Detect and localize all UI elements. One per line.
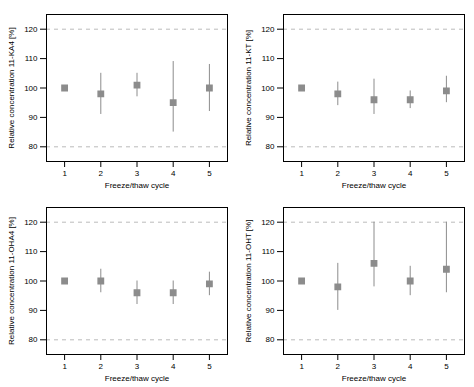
svg-text:80: 80 xyxy=(266,335,275,344)
svg-text:5: 5 xyxy=(444,169,449,178)
svg-text:4: 4 xyxy=(171,362,176,371)
svg-text:2: 2 xyxy=(99,169,104,178)
svg-text:Freeze/thaw cycle: Freeze/thaw cycle xyxy=(342,181,407,190)
svg-text:90: 90 xyxy=(266,306,275,315)
svg-text:Freeze/thaw cycle: Freeze/thaw cycle xyxy=(105,181,170,190)
svg-text:Relative concentration 11-KA4: Relative concentration 11-KA4 [%] xyxy=(7,27,16,148)
svg-text:2: 2 xyxy=(336,362,341,371)
svg-text:Relative concentration 11-OHT: Relative concentration 11-OHT [%] xyxy=(244,220,253,343)
svg-text:1: 1 xyxy=(62,169,67,178)
svg-text:90: 90 xyxy=(266,113,275,122)
svg-text:80: 80 xyxy=(29,142,38,151)
svg-text:4: 4 xyxy=(171,169,176,178)
svg-text:4: 4 xyxy=(408,362,413,371)
svg-text:120: 120 xyxy=(261,25,275,34)
svg-text:Relative concentration 11-KT [: Relative concentration 11-KT [%] xyxy=(244,30,253,146)
svg-text:2: 2 xyxy=(99,362,104,371)
svg-text:110: 110 xyxy=(262,247,275,256)
svg-text:Relative concentration 11-OHA4: Relative concentration 11-OHA4 [%] xyxy=(7,217,16,345)
svg-text:3: 3 xyxy=(372,169,377,178)
svg-text:120: 120 xyxy=(24,25,38,34)
svg-text:Freeze/thaw cycle: Freeze/thaw cycle xyxy=(105,374,170,383)
svg-text:4: 4 xyxy=(408,169,413,178)
svg-text:110: 110 xyxy=(25,247,38,256)
svg-text:5: 5 xyxy=(207,362,212,371)
svg-text:5: 5 xyxy=(444,362,449,371)
svg-text:1: 1 xyxy=(62,362,67,371)
svg-text:120: 120 xyxy=(261,218,275,227)
svg-text:1: 1 xyxy=(299,169,304,178)
svg-text:100: 100 xyxy=(24,277,38,286)
svg-text:120: 120 xyxy=(24,218,38,227)
svg-text:110: 110 xyxy=(262,54,275,63)
svg-text:90: 90 xyxy=(29,306,38,315)
svg-text:100: 100 xyxy=(261,277,275,286)
svg-text:100: 100 xyxy=(24,84,38,93)
svg-text:80: 80 xyxy=(29,335,38,344)
svg-text:3: 3 xyxy=(135,169,140,178)
svg-text:3: 3 xyxy=(372,362,377,371)
svg-text:100: 100 xyxy=(261,84,275,93)
svg-text:5: 5 xyxy=(207,169,212,178)
svg-text:Freeze/thaw cycle: Freeze/thaw cycle xyxy=(342,374,407,383)
svg-text:1: 1 xyxy=(299,362,304,371)
svg-text:110: 110 xyxy=(25,54,38,63)
svg-text:90: 90 xyxy=(29,113,38,122)
svg-text:3: 3 xyxy=(135,362,140,371)
svg-text:80: 80 xyxy=(266,142,275,151)
svg-text:2: 2 xyxy=(336,169,341,178)
